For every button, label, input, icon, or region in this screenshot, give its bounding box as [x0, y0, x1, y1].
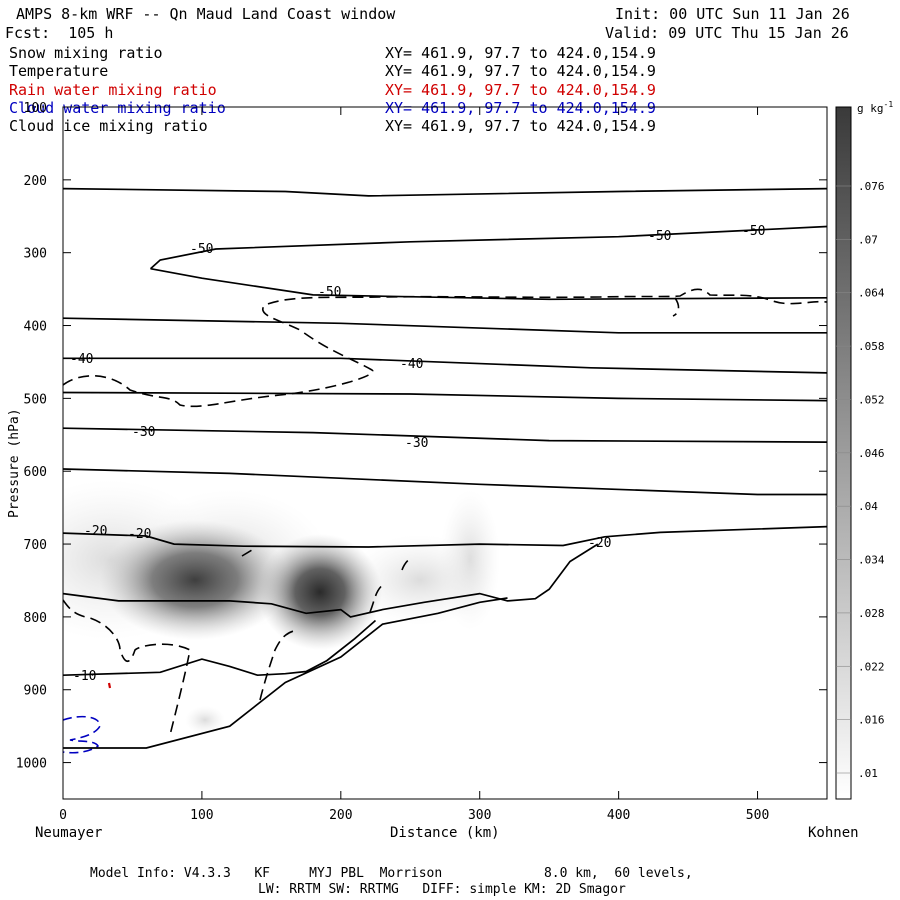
colorbar-tick-label: .058	[858, 340, 885, 353]
temperature-contour	[63, 597, 508, 749]
plot-frame	[62, 106, 828, 800]
cloud-ice-contour	[63, 288, 827, 408]
x-tick-label: 300	[468, 808, 491, 823]
temperature-label: -50	[742, 224, 765, 239]
axis-labels: Distance (km) Neumayer Kohnen Pressure (…	[7, 408, 859, 841]
x-tick-label: 0	[59, 808, 67, 823]
temperature-label: -20	[128, 527, 151, 542]
init-time: Init: 00 UTC Sun 11 Jan 26	[615, 5, 850, 23]
rain-contour	[107, 682, 112, 689]
temperature-label: -50	[648, 229, 671, 244]
colorbar-unit: g kg-1	[857, 100, 893, 115]
y-tick-label: 1000	[16, 757, 47, 772]
temperature-contour	[63, 468, 827, 496]
colorbar-tick-label: .034	[858, 554, 885, 567]
legend-field-temperature: Temperature	[9, 62, 109, 80]
colorbar-tick-label: .064	[858, 287, 885, 300]
colorbar: g kg-1 .01 .016 .022 .028 .034 .04 .046 .052 .05…	[835, 100, 893, 800]
forecast-hour: Fcst: 105 h	[5, 24, 114, 42]
temperature-contours	[63, 187, 827, 749]
y-tick-label: 100	[24, 101, 47, 116]
temperature-contour	[63, 357, 827, 374]
model-info-line2: LW: RRTM SW: RRTMG DIFF: simple KM: 2D S…	[258, 882, 626, 897]
temperature-label: -30	[405, 436, 428, 451]
x-tick-label: 400	[607, 808, 630, 823]
colorbar-tick-label: .076	[858, 180, 885, 193]
colorbar-tick-label: .022	[858, 660, 885, 673]
legend-field-cloud-water: Cloud water mixing ratio	[9, 99, 226, 117]
legend-xy-snow: XY= 461.9, 97.7 to 424.0,154.9	[385, 44, 656, 62]
legend-xy-cloud-water: XY= 461.9, 97.7 to 424.0,154.9	[385, 99, 656, 117]
colorbar-tick-label: .01	[858, 767, 878, 780]
cloud-water-contour	[63, 715, 101, 754]
legend-field-snow: Snow mixing ratio	[9, 44, 163, 62]
colorbar-tick-label: .07	[858, 233, 878, 246]
x-tick-label: 100	[190, 808, 213, 823]
temperature-label: -20	[84, 524, 107, 539]
valid-time: Valid: 09 UTC Thu 15 Jan 26	[605, 24, 849, 42]
temperature-label: -10	[73, 669, 96, 684]
temperature-label: -50	[190, 242, 213, 257]
temperature-contour	[63, 187, 827, 197]
chart-title: AMPS 8-km WRF -- Qn Maud Land Coast wind…	[16, 5, 396, 23]
rain-contours	[107, 682, 112, 689]
model-info-line1: Model Info: V4.3.3 KF MYJ PBL Morrison 8…	[90, 866, 693, 881]
x-tick-label: 200	[329, 808, 352, 823]
snow-shading	[63, 480, 500, 734]
x-tick-label: 500	[746, 808, 769, 823]
y-tick-label: 800	[24, 611, 47, 626]
temperature-contour	[63, 317, 827, 334]
x-right-endpoint: Kohnen	[808, 825, 859, 841]
colorbar-tick-label: .052	[858, 393, 885, 406]
y-tick-label: 400	[24, 320, 47, 335]
legend-xy-cloud-ice: XY= 461.9, 97.7 to 424.0,154.9	[385, 117, 656, 135]
y-tick-label: 600	[24, 465, 47, 480]
colorbar-tick-label: .028	[858, 607, 885, 620]
legend-field-cloud-ice: Cloud ice mixing ratio	[9, 117, 208, 135]
x-axis-label: Distance (km)	[390, 825, 500, 841]
cloud-ice-contour	[241, 549, 253, 557]
temperature-label: -40	[400, 357, 423, 372]
temperature-labels: -50 -50 -50 -50 -40 -40 -30 -30 -20 -20 …	[70, 224, 765, 684]
temperature-label: -40	[70, 352, 93, 367]
colorbar-tick-label: .04	[858, 500, 878, 513]
temperature-label: -30	[132, 425, 155, 440]
cloud-ice-contours	[63, 288, 827, 736]
temperature-contour	[63, 427, 827, 443]
temperature-contour	[150, 267, 827, 301]
y-tick-label: 500	[24, 392, 47, 407]
temperature-contour	[63, 543, 599, 618]
legend-xy-temperature: XY= 461.9, 97.7 to 424.0,154.9	[385, 62, 656, 80]
temperature-contour	[63, 525, 827, 548]
temperature-label: -20	[588, 536, 611, 551]
legend-field-rain: Rain water mixing ratio	[9, 81, 217, 99]
y-tick-label: 700	[24, 538, 47, 553]
cloud-ice-contour	[401, 557, 413, 571]
axes: 0 100 200 300 400 500 100 200 300 400 500 600 700 800…	[16, 101, 827, 823]
temperature-contour	[149, 225, 827, 270]
y-tick-label: 900	[24, 684, 47, 699]
cloud-ice-contour	[259, 629, 299, 701]
colorbar-tick-label: .016	[858, 714, 885, 727]
temperature-contour	[63, 391, 827, 402]
cloud-water-contours	[63, 715, 101, 754]
y-axis-label: Pressure (hPa)	[7, 408, 22, 518]
temperature-label: -50	[318, 285, 341, 300]
legend-xy-rain: XY= 461.9, 97.7 to 424.0,154.9	[385, 81, 656, 99]
cloud-ice-contour	[369, 582, 386, 613]
cloud-ice-contour	[63, 599, 191, 736]
y-tick-label: 300	[24, 247, 47, 262]
colorbar-tick-label: .046	[858, 447, 885, 460]
cloud-ice-contour	[672, 297, 680, 317]
x-left-endpoint: Neumayer	[35, 825, 102, 841]
temperature-contour	[63, 619, 377, 677]
y-tick-label: 200	[24, 174, 47, 189]
